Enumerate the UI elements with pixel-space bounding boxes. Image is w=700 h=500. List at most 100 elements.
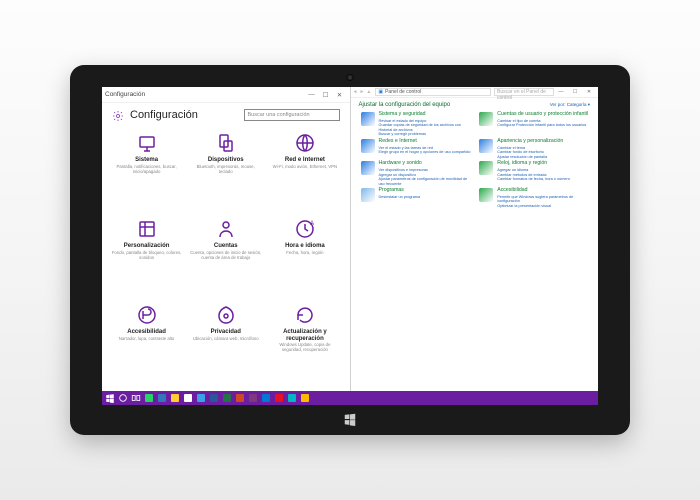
taskbar-edge-icon[interactable] — [157, 393, 167, 403]
cp-item-icon — [479, 161, 493, 175]
settings-tile-dispositivos[interactable]: Dispositivos Bluetooth, impresoras, mous… — [187, 129, 264, 213]
settings-tile-desc: Wi-Fi, modo avión, Ethernet, VPN — [273, 165, 337, 170]
settings-titlebar: Configuración ― ☐ ✕ — [102, 87, 350, 103]
minimize-button[interactable]: ― — [305, 91, 319, 98]
taskbar-folder-icon[interactable] — [170, 393, 180, 403]
cp-item-links[interactable]: Cambiar el temaCambiar fondo de escritor… — [497, 146, 563, 160]
cp-item-icon — [479, 188, 493, 202]
settings-tile-icon: A — [293, 217, 317, 241]
taskbar-word-icon[interactable] — [209, 393, 219, 403]
settings-tile-desc: Windows Update, copia de seguridad, recu… — [269, 343, 341, 353]
settings-tile-title: Red e Internet — [285, 157, 325, 164]
taskbar-excel-icon[interactable] — [222, 393, 232, 403]
taskbar-photos-icon[interactable] — [196, 393, 206, 403]
cp-item-title: Apariencia y personalización — [497, 139, 563, 145]
settings-tile-title: Actualización y recuperación — [268, 329, 341, 342]
taskbar-store-icon[interactable] — [183, 393, 193, 403]
cp-item[interactable]: Reloj, idioma y región Agregar un idioma… — [479, 161, 592, 186]
settings-tile-title: Hora e idioma — [285, 243, 325, 250]
cp-item-links[interactable]: Cambiar el tipo de cuentaConfigurar Prot… — [497, 119, 588, 128]
settings-grid: Sistema Pantalla, notificaciones, buscar… — [102, 125, 350, 391]
cp-item-links[interactable]: Permitir que Windows sugiera parámetros … — [497, 195, 592, 209]
settings-tile-actualizaci-n-y-recuperaci-n[interactable]: Actualización y recuperación Windows Upd… — [266, 301, 343, 385]
settings-tile-accesibilidad[interactable]: Accesibilidad Narrador, lupa, contraste … — [108, 301, 185, 385]
settings-tile-icon — [293, 131, 317, 155]
cp-address-text: Panel de control — [385, 89, 421, 95]
cp-item-links[interactable]: Ver dispositivos e impresorasAgregar un … — [379, 168, 474, 186]
cp-item[interactable]: Apariencia y personalización Cambiar el … — [479, 139, 592, 159]
close-button[interactable]: ✕ — [333, 91, 347, 99]
cp-item[interactable]: Sistema y seguridad Revisar el estado de… — [361, 112, 474, 137]
cp-item[interactable]: Hardware y sonido Ver dispositivos e imp… — [361, 161, 474, 186]
settings-tile-desc: Fecha, hora, región — [286, 251, 323, 256]
cp-subheader: Ajustar la configuración del equipo Ver … — [351, 98, 599, 110]
settings-tile-title: Personalización — [124, 243, 170, 250]
settings-header: Configuración Buscar una configuración — [102, 103, 350, 125]
settings-tile-desc: Pantalla, notificaciones, buscar, inicio… — [111, 165, 183, 175]
cp-item-title: Programas — [379, 188, 421, 194]
windows-home-button[interactable] — [342, 411, 358, 427]
cp-minimize-button[interactable]: ― — [554, 89, 568, 95]
cp-titlebar: ◄►▲ ▣ Panel de control Buscar en el Pane… — [351, 87, 599, 98]
settings-search-input[interactable]: Buscar una configuración — [244, 109, 340, 121]
settings-tile-sistema[interactable]: Sistema Pantalla, notificaciones, buscar… — [108, 129, 185, 213]
settings-tile-red-e-internet[interactable]: Red e Internet Wi-Fi, modo avión, Ethern… — [266, 129, 343, 213]
cp-item-links[interactable]: Desinstalar un programa — [379, 195, 421, 200]
tablet-camera — [347, 74, 354, 81]
settings-tile-desc: Narrador, lupa, contraste alto — [119, 337, 174, 342]
cp-item-links[interactable]: Agregar un idiomaCambiar métodos de entr… — [497, 168, 570, 182]
cp-item[interactable]: Programas Desinstalar un programa — [361, 188, 474, 208]
cp-item-title: Cuentas de usuario y protección infantil — [497, 112, 588, 118]
cp-item-title: Reloj, idioma y región — [497, 161, 570, 167]
taskbar-onenote-icon[interactable] — [248, 393, 258, 403]
settings-tile-cuentas[interactable]: Cuentas Cuenta, opciones de inicio de se… — [187, 215, 264, 299]
taskbar-whatsapp-icon[interactable] — [144, 393, 154, 403]
settings-tile-desc: Bluetooth, impresoras, mouse, teclado — [190, 165, 262, 175]
taskbar-app1-icon[interactable] — [274, 393, 284, 403]
taskbar-powerpoint-icon[interactable] — [235, 393, 245, 403]
taskbar-mail-icon[interactable] — [261, 393, 271, 403]
taskbar-app2-icon[interactable] — [287, 393, 297, 403]
cp-item-links[interactable]: Revisar el estado del equipoGuardar copi… — [379, 119, 474, 137]
settings-tile-icon — [214, 303, 238, 327]
maximize-button[interactable]: ☐ — [319, 91, 333, 99]
settings-tile-icon — [135, 303, 159, 327]
settings-tile-title: Privacidad — [211, 329, 241, 336]
cp-item[interactable]: Redes e Internet Ver el estado y las tar… — [361, 139, 474, 159]
settings-heading: Configuración — [130, 109, 198, 121]
tablet-device: Configuración ― ☐ ✕ Configuración Buscar… — [70, 65, 630, 435]
settings-tile-icon — [293, 303, 317, 327]
settings-tile-icon — [135, 217, 159, 241]
settings-tile-title: Cuentas — [214, 243, 238, 250]
cp-item[interactable]: Cuentas de usuario y protección infantil… — [479, 112, 592, 137]
settings-tile-privacidad[interactable]: Privacidad Ubicación, cámara web, micróf… — [187, 301, 264, 385]
settings-tile-personalizaci-n[interactable]: Personalización Fondo, pantalla de bloqu… — [108, 215, 185, 299]
settings-tile-title: Accesibilidad — [127, 329, 166, 336]
taskbar-cortana-icon[interactable] — [118, 393, 128, 403]
settings-tile-hora-e-idioma[interactable]: A Hora e idioma Fecha, hora, región — [266, 215, 343, 299]
cp-search-input[interactable]: Buscar en el Panel de control — [494, 88, 554, 96]
cp-heading: Ajustar la configuración del equipo — [359, 102, 451, 108]
settings-tile-desc: Ubicación, cámara web, micrófono — [193, 337, 259, 342]
settings-tile-desc: Cuenta, opciones de inicio de sesión, cu… — [190, 251, 262, 261]
settings-tile-title: Dispositivos — [208, 157, 244, 164]
taskbar-taskview-icon[interactable] — [131, 393, 141, 403]
cp-nav-buttons[interactable]: ◄►▲ — [353, 89, 372, 95]
taskbar — [102, 391, 598, 405]
cp-item-title: Redes e Internet — [379, 139, 471, 145]
cp-close-button[interactable]: ✕ — [582, 89, 596, 95]
cp-item-title: Sistema y seguridad — [379, 112, 474, 118]
cp-view-dropdown[interactable]: Ver por: Categoría ▾ — [550, 102, 590, 108]
control-panel-window: ◄►▲ ▣ Panel de control Buscar en el Pane… — [351, 87, 599, 391]
taskbar-app3-icon[interactable] — [300, 393, 310, 403]
cp-item-links[interactable]: Ver el estado y las tareas de redElegir … — [379, 146, 471, 155]
settings-window: Configuración ― ☐ ✕ Configuración Buscar… — [102, 87, 351, 391]
gear-icon — [112, 109, 124, 121]
cp-maximize-button[interactable]: ☐ — [568, 89, 582, 95]
screen: Configuración ― ☐ ✕ Configuración Buscar… — [102, 87, 598, 405]
cp-item[interactable]: Accesibilidad Permitir que Windows sugie… — [479, 188, 592, 208]
taskbar-start-icon[interactable] — [105, 393, 115, 403]
settings-tile-icon — [135, 131, 159, 155]
cp-item-icon — [361, 112, 375, 126]
cp-address-bar[interactable]: ▣ Panel de control — [375, 88, 491, 96]
